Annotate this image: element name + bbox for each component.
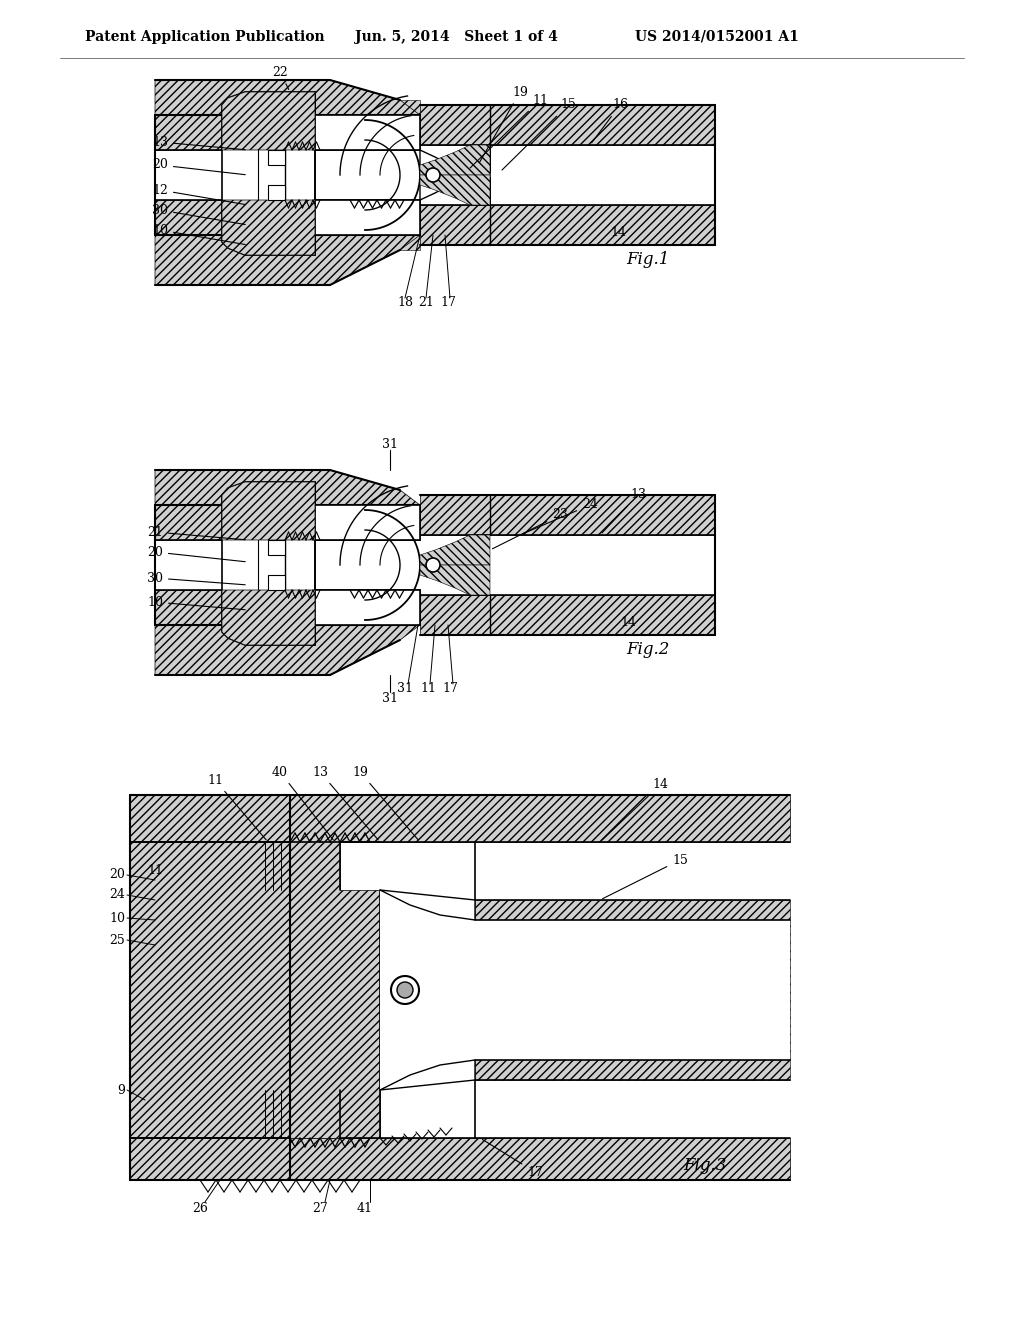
Polygon shape <box>268 576 285 590</box>
Polygon shape <box>222 482 420 645</box>
Text: 14: 14 <box>602 779 668 840</box>
Polygon shape <box>420 595 715 635</box>
Polygon shape <box>380 890 475 1090</box>
Text: Fig.1: Fig.1 <box>627 252 670 268</box>
Text: Jun. 5, 2014   Sheet 1 of 4: Jun. 5, 2014 Sheet 1 of 4 <box>355 30 558 44</box>
Text: 40: 40 <box>272 766 333 840</box>
Text: 14: 14 <box>620 615 636 628</box>
Circle shape <box>426 558 440 572</box>
Polygon shape <box>290 842 380 1138</box>
Polygon shape <box>475 900 790 1080</box>
Polygon shape <box>222 590 315 645</box>
Text: 24: 24 <box>522 499 598 533</box>
Circle shape <box>426 168 440 182</box>
Polygon shape <box>155 624 420 675</box>
Text: 30: 30 <box>152 203 246 224</box>
Polygon shape <box>130 795 790 842</box>
Polygon shape <box>420 565 490 595</box>
Circle shape <box>391 975 419 1005</box>
Text: 27: 27 <box>312 1201 328 1214</box>
Polygon shape <box>420 145 490 205</box>
Polygon shape <box>420 535 490 565</box>
Polygon shape <box>420 106 715 145</box>
Text: 10: 10 <box>152 223 246 244</box>
Text: 11: 11 <box>147 863 163 876</box>
Polygon shape <box>155 201 420 235</box>
Text: 41: 41 <box>357 1201 373 1214</box>
Polygon shape <box>130 842 290 1138</box>
Polygon shape <box>380 890 475 920</box>
Text: 13: 13 <box>602 488 646 533</box>
Text: 21: 21 <box>147 525 245 540</box>
Text: 20: 20 <box>147 545 245 562</box>
Polygon shape <box>222 92 315 150</box>
Text: 24: 24 <box>110 888 125 902</box>
Polygon shape <box>155 235 420 285</box>
Text: 9: 9 <box>117 1084 125 1097</box>
Polygon shape <box>420 495 715 535</box>
Polygon shape <box>222 201 315 255</box>
Polygon shape <box>420 176 490 205</box>
Polygon shape <box>130 1138 790 1180</box>
Text: Fig.3: Fig.3 <box>683 1156 727 1173</box>
Polygon shape <box>222 92 420 255</box>
Text: 10: 10 <box>147 595 245 610</box>
Text: 19: 19 <box>479 86 528 162</box>
Polygon shape <box>155 100 420 115</box>
Polygon shape <box>268 540 285 554</box>
Text: 13: 13 <box>152 136 245 149</box>
Polygon shape <box>155 590 420 624</box>
Text: 17: 17 <box>440 296 456 309</box>
Text: 16: 16 <box>592 99 628 143</box>
Polygon shape <box>155 81 420 115</box>
Text: 17: 17 <box>482 1139 543 1179</box>
Text: 31: 31 <box>382 692 398 705</box>
Polygon shape <box>222 482 315 540</box>
Text: 31: 31 <box>382 438 398 451</box>
Text: 11: 11 <box>420 681 436 694</box>
Text: 17: 17 <box>442 681 458 694</box>
Text: 21: 21 <box>418 296 434 309</box>
Text: 11: 11 <box>470 94 548 168</box>
Text: 26: 26 <box>193 1201 208 1214</box>
Text: 20: 20 <box>152 158 245 174</box>
Polygon shape <box>268 150 285 165</box>
Polygon shape <box>155 506 420 540</box>
Text: 31: 31 <box>397 681 413 694</box>
Polygon shape <box>380 1060 475 1090</box>
Polygon shape <box>155 470 420 506</box>
Text: 25: 25 <box>110 933 125 946</box>
Text: 12: 12 <box>152 183 246 205</box>
Text: 15: 15 <box>602 854 688 899</box>
Polygon shape <box>155 115 420 150</box>
Polygon shape <box>475 920 790 1060</box>
Text: 18: 18 <box>397 296 413 309</box>
Circle shape <box>397 982 413 998</box>
Text: 10: 10 <box>109 912 125 924</box>
Text: 13: 13 <box>312 766 378 840</box>
Text: 15: 15 <box>502 99 575 170</box>
Text: US 2014/0152001 A1: US 2014/0152001 A1 <box>635 30 799 44</box>
Polygon shape <box>420 205 715 246</box>
Text: 22: 22 <box>272 66 289 90</box>
Polygon shape <box>420 145 490 176</box>
Polygon shape <box>155 235 420 249</box>
Text: 20: 20 <box>110 869 125 882</box>
Text: 30: 30 <box>147 572 245 585</box>
Text: 11: 11 <box>207 774 266 840</box>
Text: 19: 19 <box>352 766 418 840</box>
Text: Fig.2: Fig.2 <box>627 642 670 659</box>
Text: 14: 14 <box>610 226 626 239</box>
Polygon shape <box>268 185 285 201</box>
Text: Patent Application Publication: Patent Application Publication <box>85 30 325 44</box>
Text: 23: 23 <box>493 508 568 549</box>
